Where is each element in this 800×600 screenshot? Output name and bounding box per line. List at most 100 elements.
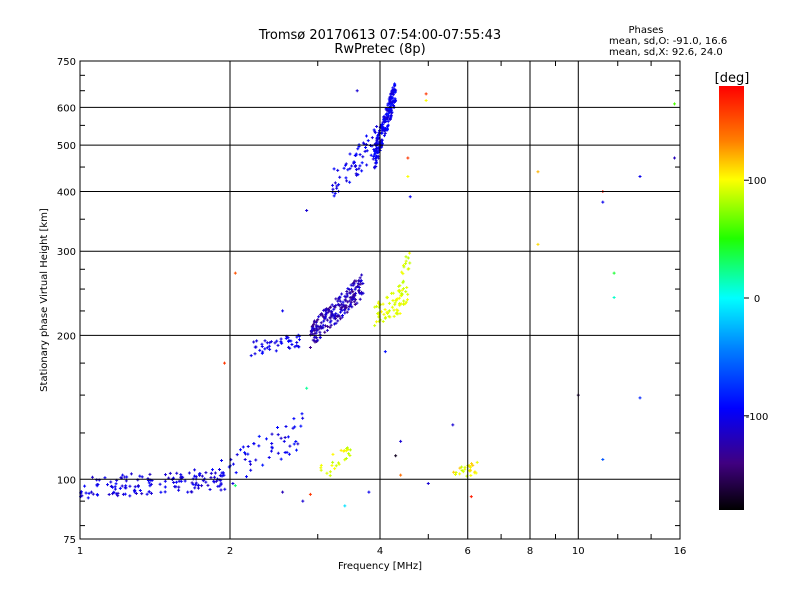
- y-tick-label: 100: [57, 475, 76, 486]
- data-point: [383, 316, 387, 320]
- data-point: [288, 444, 292, 448]
- data-point: [276, 433, 280, 437]
- data-point: [348, 291, 352, 295]
- data-point: [312, 322, 316, 326]
- data-point: [113, 487, 117, 491]
- data-point: [393, 97, 397, 101]
- data-point: [382, 312, 386, 316]
- data-point: [308, 346, 312, 350]
- data-point: [163, 479, 167, 483]
- data-point: [367, 490, 371, 494]
- data-point: [231, 482, 235, 486]
- data-point: [332, 307, 336, 311]
- data-point: [301, 416, 305, 420]
- y-tick-label: 300: [57, 247, 76, 258]
- data-point: [397, 303, 401, 307]
- data-point: [319, 463, 323, 467]
- y-tick-label: 600: [57, 103, 76, 114]
- data-point: [208, 488, 212, 492]
- data-point: [336, 319, 340, 323]
- data-point: [213, 475, 217, 479]
- data-point: [463, 465, 467, 469]
- data-point: [186, 490, 190, 494]
- data-point: [292, 442, 296, 446]
- data-point: [245, 475, 249, 479]
- data-point: [340, 308, 344, 312]
- data-point: [389, 114, 393, 118]
- data-point: [387, 309, 391, 313]
- data-point: [334, 297, 338, 301]
- data-point: [332, 194, 336, 198]
- data-point: [469, 468, 473, 472]
- data-point: [293, 425, 297, 429]
- data-point: [175, 471, 179, 475]
- x-tick-label: 1: [77, 546, 83, 557]
- data-point: [393, 90, 397, 94]
- data-point: [214, 479, 218, 483]
- data-point: [270, 446, 274, 450]
- data-point: [316, 338, 320, 342]
- data-point: [149, 491, 153, 495]
- data-point: [348, 296, 352, 300]
- data-point: [359, 279, 363, 283]
- data-point: [330, 303, 334, 307]
- data-point: [279, 436, 283, 440]
- data-point: [474, 471, 478, 475]
- data-point: [354, 285, 358, 289]
- data-point: [375, 137, 379, 141]
- data-point: [275, 339, 279, 343]
- data-point: [392, 314, 396, 318]
- data-point: [360, 169, 364, 173]
- data-point: [408, 195, 412, 199]
- x-tick-label: 8: [527, 546, 533, 557]
- data-point: [391, 291, 395, 295]
- data-point: [177, 485, 181, 489]
- data-point: [365, 163, 369, 167]
- data-point: [344, 457, 348, 461]
- colorbar-tick-label: 100: [747, 176, 766, 187]
- data-point: [383, 120, 386, 124]
- data-point: [273, 341, 277, 345]
- data-point: [345, 179, 349, 183]
- x-tick-label: 4: [377, 546, 383, 557]
- data-point: [451, 423, 455, 427]
- data-point: [342, 308, 346, 312]
- data-point: [349, 304, 353, 308]
- data-point: [345, 292, 349, 296]
- data-point: [180, 476, 184, 480]
- data-point: [238, 448, 242, 452]
- data-point: [260, 345, 264, 349]
- data-point: [390, 111, 394, 115]
- data-point: [249, 468, 253, 472]
- data-point: [343, 311, 347, 315]
- data-point: [452, 470, 456, 474]
- data-point: [383, 308, 387, 312]
- data-point: [96, 483, 100, 487]
- data-point: [333, 181, 337, 185]
- data-point: [385, 127, 389, 131]
- data-point: [283, 451, 287, 455]
- y-tick-label: 400: [57, 187, 76, 198]
- data-point: [147, 490, 151, 494]
- data-point: [393, 301, 397, 305]
- data-point: [281, 490, 285, 494]
- grid-lines: [80, 61, 680, 539]
- data-point: [95, 493, 99, 497]
- data-point: [638, 396, 642, 400]
- data-point: [112, 491, 116, 495]
- data-point: [393, 83, 397, 87]
- data-point: [373, 150, 377, 154]
- data-point: [322, 319, 326, 323]
- data-point: [387, 301, 391, 305]
- data-point: [364, 146, 368, 150]
- data-point: [158, 482, 162, 486]
- data-point: [387, 117, 391, 121]
- data-point: [274, 349, 278, 353]
- data-point: [397, 296, 401, 300]
- data-point: [177, 479, 181, 483]
- data-point: [305, 386, 309, 390]
- data-point: [263, 347, 267, 351]
- data-point: [300, 412, 304, 416]
- data-point: [372, 155, 376, 159]
- data-point: [357, 279, 361, 283]
